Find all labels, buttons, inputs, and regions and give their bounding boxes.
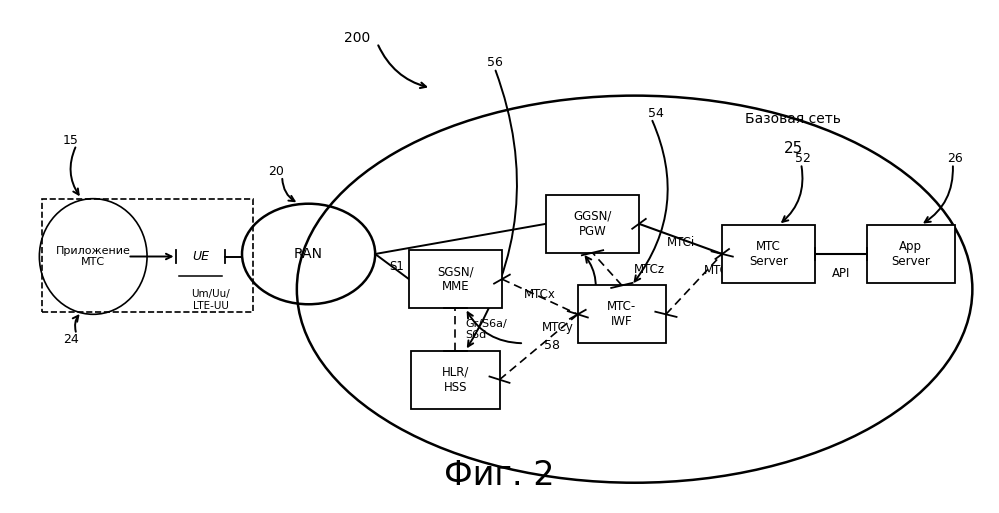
Text: UE: UE: [193, 250, 210, 263]
Text: 58: 58: [543, 339, 559, 352]
Text: MTCi: MTCi: [666, 236, 694, 249]
Bar: [546, 195, 639, 253]
Bar: [409, 250, 501, 308]
Text: S1: S1: [390, 260, 404, 273]
Bar: [866, 225, 955, 283]
Text: App
Server: App Server: [891, 240, 930, 268]
Text: 26: 26: [947, 152, 963, 165]
Text: 20: 20: [269, 165, 285, 177]
Text: Приложение
МТС: Приложение МТС: [56, 246, 131, 267]
Text: HLR/
HSS: HLR/ HSS: [442, 366, 470, 393]
Text: 24: 24: [63, 333, 79, 346]
Text: Gr/S6a/
S6d: Gr/S6a/ S6d: [466, 319, 506, 340]
Bar: [577, 285, 666, 343]
Text: SGSN/
MME: SGSN/ MME: [438, 265, 474, 293]
Bar: [722, 225, 815, 283]
Text: MTCz: MTCz: [633, 263, 664, 275]
Text: Фиг. 2: Фиг. 2: [445, 459, 554, 491]
Text: Базовая сеть: Базовая сеть: [745, 112, 841, 126]
Text: MTCy: MTCy: [542, 322, 574, 334]
Text: 200: 200: [345, 31, 371, 45]
Text: GGSN/
PGW: GGSN/ PGW: [573, 210, 611, 238]
Text: 25: 25: [783, 141, 803, 156]
Text: Um/Uu/
LTE-UU: Um/Uu/ LTE-UU: [192, 289, 230, 311]
Bar: [42, 199, 253, 312]
Text: 51: 51: [582, 308, 598, 321]
Text: MTC-
IWF: MTC- IWF: [607, 300, 636, 328]
Text: MTCsp: MTCsp: [704, 264, 742, 277]
Text: 15: 15: [63, 134, 79, 147]
Text: MTC
Server: MTC Server: [749, 240, 788, 268]
Text: 52: 52: [795, 152, 811, 165]
Bar: [412, 351, 500, 408]
Text: 54: 54: [648, 107, 664, 120]
Text: RAN: RAN: [294, 247, 323, 261]
Text: MTCx: MTCx: [523, 288, 555, 301]
Text: 56: 56: [487, 56, 502, 69]
Text: API: API: [832, 267, 850, 280]
